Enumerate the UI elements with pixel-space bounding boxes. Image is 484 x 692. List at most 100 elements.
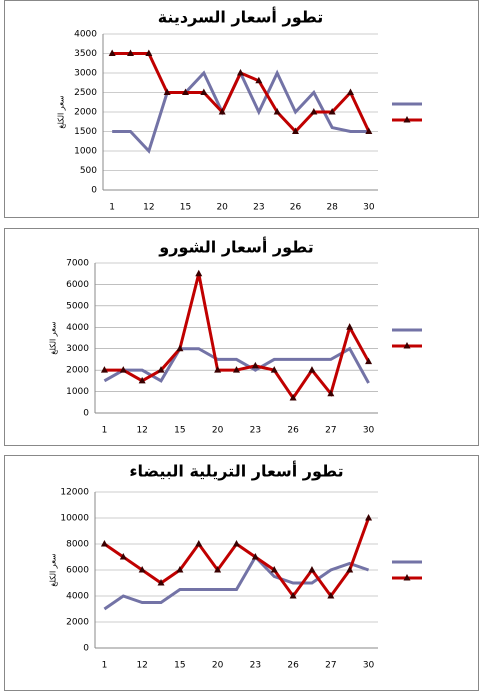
panel <box>4 228 479 446</box>
point-marker <box>365 127 373 134</box>
point-marker <box>145 49 153 56</box>
x-tick-label: 12 <box>136 426 147 436</box>
x-tick-label: 23 <box>250 426 261 436</box>
y-tick-label: 4000 <box>66 592 89 602</box>
y-tick-label: 2000 <box>66 366 89 376</box>
point-marker <box>176 344 184 352</box>
y-tick-label: 1500 <box>74 127 97 137</box>
x-tick-label: 26 <box>287 426 299 436</box>
y-tick-label: 6000 <box>66 280 89 290</box>
x-tick-label: 20 <box>212 426 224 436</box>
point-marker <box>214 366 222 373</box>
point-marker <box>200 88 208 95</box>
chart-title: تطور أسعار التريلية البيضاء <box>129 461 343 481</box>
x-tick-label: 30 <box>363 661 375 671</box>
point-marker <box>138 376 146 384</box>
y-tick-label: 10000 <box>60 514 89 524</box>
point-marker <box>108 49 116 56</box>
y-tick-label: 2500 <box>74 88 97 98</box>
chart-title: تطور أسعار السردينة <box>158 7 324 27</box>
x-tick-label: 12 <box>136 661 147 671</box>
y-tick-label: 0 <box>83 644 89 654</box>
point-marker <box>289 394 297 401</box>
y-tick-label: 6000 <box>66 566 89 576</box>
y-axis-label: سعر الكلغ <box>49 553 58 587</box>
point-marker <box>251 361 259 369</box>
point-marker <box>233 540 240 547</box>
point-marker <box>251 553 259 560</box>
panel <box>4 455 479 691</box>
point-marker <box>308 366 316 373</box>
x-tick-label: 15 <box>174 661 185 671</box>
y-axis-label: سعر الكلغ <box>49 321 58 355</box>
point-marker <box>292 127 299 134</box>
point-marker <box>255 76 263 84</box>
point-marker <box>100 366 108 373</box>
y-tick-label: 2000 <box>74 108 97 118</box>
x-tick-label: 15 <box>174 426 185 436</box>
x-tick-label: 27 <box>325 426 336 436</box>
y-tick-label: 5000 <box>66 301 89 311</box>
legend-marker <box>403 342 411 349</box>
point-marker <box>289 592 297 599</box>
y-axis-label: سعر الكلغ <box>57 95 66 129</box>
y-tick-label: 0 <box>83 409 89 419</box>
point-marker <box>237 69 244 76</box>
y-tick-label: 2000 <box>66 618 89 628</box>
point-marker <box>365 514 373 521</box>
point-marker <box>195 540 203 547</box>
y-tick-label: 3000 <box>74 69 97 79</box>
point-marker <box>157 579 165 586</box>
point-marker <box>327 592 335 599</box>
point-marker <box>328 108 336 115</box>
x-tick-label: 23 <box>253 203 264 213</box>
y-tick-label: 3500 <box>74 49 97 59</box>
y-tick-label: 4000 <box>74 30 97 40</box>
y-tick-label: 1000 <box>74 147 97 157</box>
point-marker <box>138 566 146 573</box>
x-tick-label: 28 <box>326 203 338 213</box>
y-tick-label: 4000 <box>66 323 89 333</box>
x-tick-label: 20 <box>216 203 228 213</box>
x-tick-label: 26 <box>287 661 299 671</box>
legend-marker <box>403 574 411 581</box>
point-marker <box>176 566 184 573</box>
legend-marker <box>403 116 411 123</box>
x-tick-label: 1 <box>102 426 108 436</box>
point-marker <box>310 108 318 115</box>
x-tick-label: 23 <box>250 661 261 671</box>
point-marker <box>347 88 354 95</box>
point-marker <box>346 566 354 573</box>
point-marker <box>218 108 226 115</box>
y-tick-label: 0 <box>91 186 97 196</box>
point-marker <box>163 88 171 95</box>
x-tick-label: 20 <box>212 661 224 671</box>
point-marker <box>119 366 127 373</box>
y-tick-label: 12000 <box>60 488 89 498</box>
point-marker <box>327 389 335 397</box>
x-tick-label: 30 <box>363 203 375 213</box>
x-tick-label: 12 <box>143 203 154 213</box>
point-marker <box>365 357 373 365</box>
point-marker <box>195 269 203 277</box>
series-line <box>103 554 370 611</box>
point-marker <box>214 566 222 573</box>
point-marker <box>273 108 281 115</box>
point-marker <box>119 553 127 560</box>
point-marker <box>127 49 134 56</box>
chart-title: تطور أسعار الشورو <box>158 237 313 257</box>
x-tick-label: 1 <box>102 661 108 671</box>
point-marker <box>308 566 316 573</box>
point-marker <box>100 540 108 547</box>
series-line <box>103 346 370 384</box>
point-marker <box>157 366 165 373</box>
x-tick-label: 27 <box>325 661 336 671</box>
y-tick-label: 7000 <box>66 259 89 269</box>
point-marker <box>233 366 240 373</box>
point-marker <box>182 88 189 95</box>
point-marker <box>270 366 278 373</box>
y-tick-label: 1000 <box>66 387 89 397</box>
y-tick-label: 3000 <box>66 344 89 354</box>
